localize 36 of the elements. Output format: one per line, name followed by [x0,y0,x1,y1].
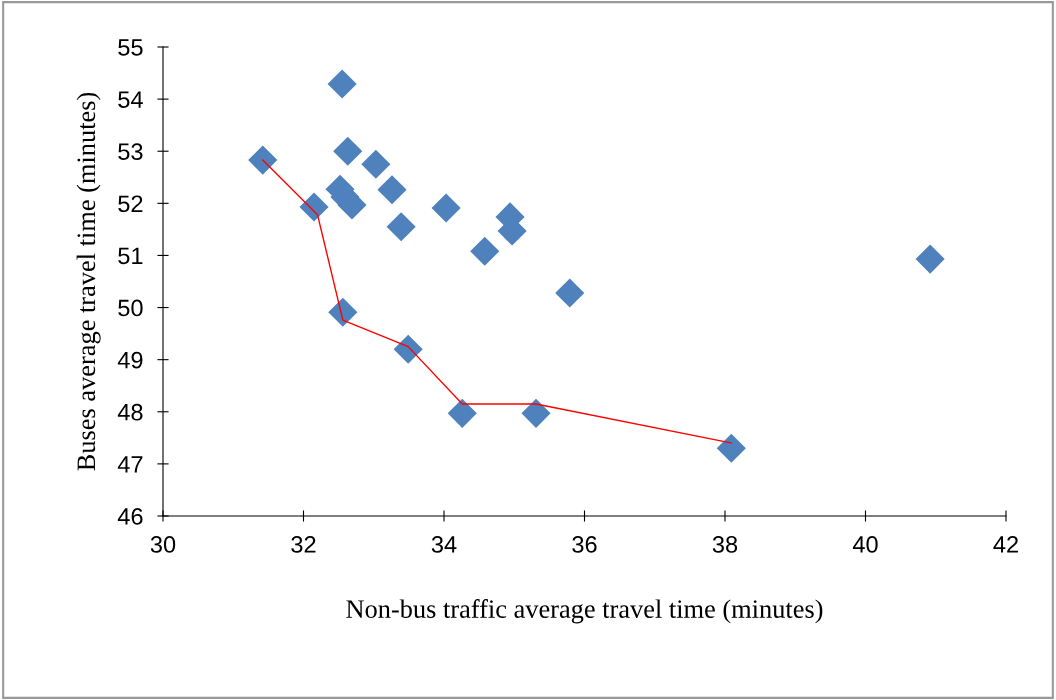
y-tick-label: 52 [118,195,143,213]
point [327,69,357,99]
x-axis-title: Non-bus traffic average travel time (minutes) [346,599,823,624]
point [521,398,551,428]
point [248,145,278,175]
point [361,149,391,179]
point [328,297,358,327]
y-tick-label: 55 [118,39,143,56]
y-tick-label: 46 [117,508,143,525]
x-tick-label: 42 [993,536,1018,553]
point [377,175,407,205]
y-tick-label: 54 [118,91,143,108]
x-tick-label: 32 [291,536,316,553]
x-tick-label: 34 [431,536,457,553]
y-tick-label: 48 [117,403,143,421]
y-tick-label: 51 [118,247,143,265]
y-tick-label: 50 [118,299,143,317]
x-tick-label: 40 [852,536,878,553]
y-tick-label: 53 [118,143,143,161]
point [386,212,416,242]
point [431,193,461,223]
point [470,236,500,266]
point [915,244,945,274]
point [393,334,423,364]
x-tick-label: 30 [150,536,176,553]
point [333,136,363,166]
point [299,192,329,222]
x-tick-label: 38 [712,536,738,553]
point [337,190,367,220]
point [555,278,585,308]
y-tick-label: 47 [117,456,143,473]
x-tick-label: 36 [572,536,597,553]
point [716,433,746,463]
y-axis-title: Buses average travel time (minutes) [76,92,101,471]
y-tick-label: 49 [117,351,143,369]
point [447,398,477,428]
